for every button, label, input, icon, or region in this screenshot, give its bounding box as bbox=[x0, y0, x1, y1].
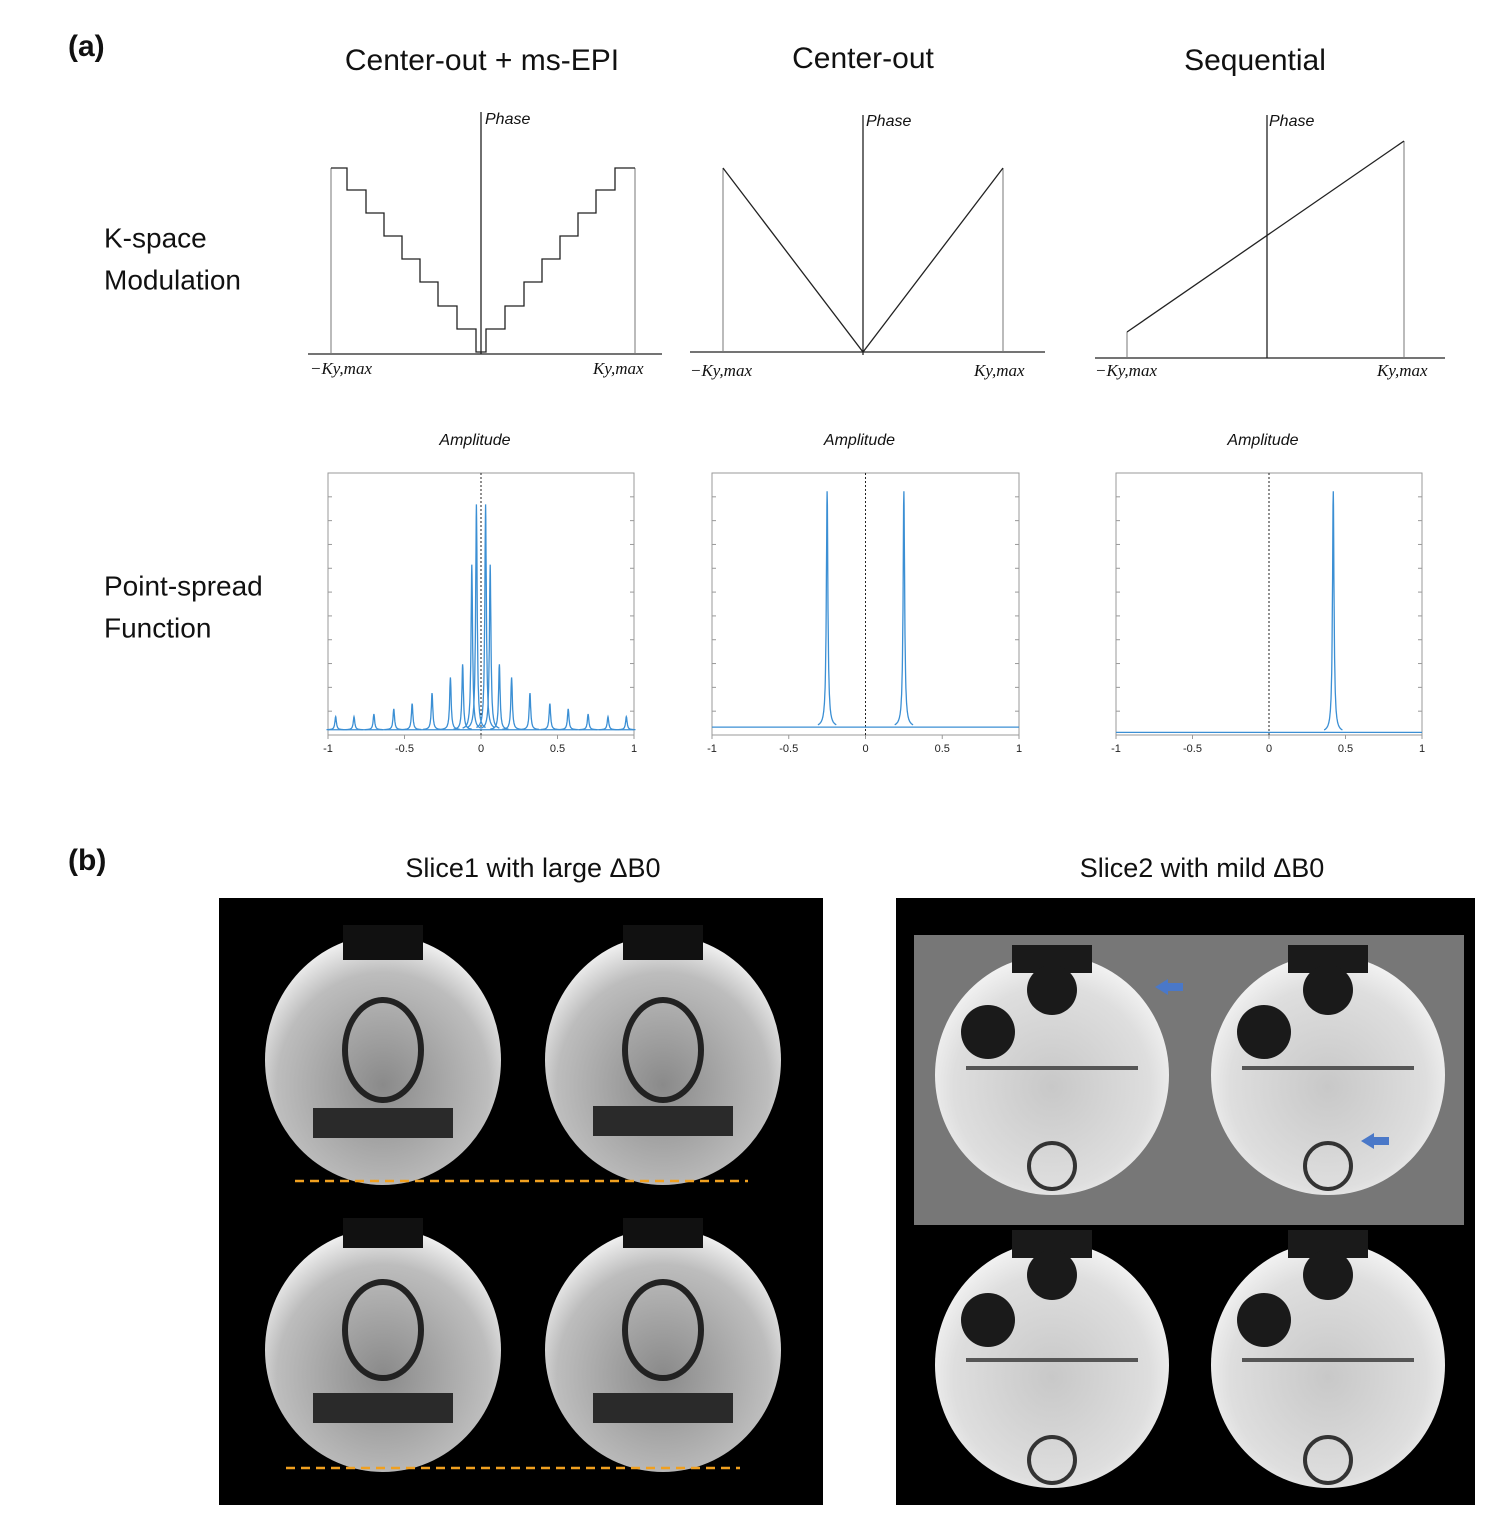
axis-label: Phase bbox=[1269, 113, 1314, 130]
axis-label: −Ky,max bbox=[690, 361, 752, 380]
x-tick-label: 1 bbox=[1419, 743, 1425, 755]
x-tick-label: -0.5 bbox=[779, 743, 798, 755]
plot-frame bbox=[1115, 472, 1423, 736]
psf-peak bbox=[520, 693, 540, 731]
x-tick-label: 1 bbox=[631, 743, 637, 755]
psf-peak bbox=[540, 703, 559, 731]
column-title: Sequential bbox=[1184, 44, 1326, 77]
axis-label: Ky,max bbox=[592, 359, 644, 378]
x-tick-label: 0 bbox=[478, 743, 484, 755]
axis-label: Phase bbox=[485, 111, 530, 128]
x-tick-label: -1 bbox=[323, 743, 333, 755]
psf-peak bbox=[453, 664, 472, 730]
x-tick-label: 0.5 bbox=[550, 743, 565, 755]
psf-peak bbox=[490, 664, 509, 730]
x-tick-label: -0.5 bbox=[1183, 743, 1202, 755]
psf-peak bbox=[502, 677, 521, 730]
psf-peak bbox=[422, 693, 442, 731]
psf-peak bbox=[466, 504, 486, 729]
mri-image bbox=[896, 898, 1475, 1505]
x-tick-label: 0 bbox=[1266, 743, 1272, 755]
axis-label: Amplitude bbox=[438, 432, 510, 449]
kspace-diagram: Phase −Ky,max Ky,max bbox=[308, 111, 662, 378]
psf-peak bbox=[344, 714, 364, 731]
column-title: Center-out + ms-EPI bbox=[345, 44, 619, 77]
panel-label: (a) bbox=[68, 30, 105, 63]
axis-label: Amplitude bbox=[823, 432, 895, 449]
psf-peak bbox=[1323, 491, 1343, 731]
row-label: Point-spread bbox=[104, 570, 263, 601]
psf-plots: Amplitude -1 -0.5 0 0.5 1 Amplitude -1 -0.5 0 0.5 1… bbox=[323, 432, 1425, 755]
axis-label: −Ky,max bbox=[1095, 361, 1157, 380]
row-label: Function bbox=[104, 612, 211, 643]
psf-peak bbox=[817, 491, 837, 726]
psf-peak bbox=[558, 708, 578, 731]
axis-label: Phase bbox=[866, 113, 911, 130]
image-title: Slice2 with mild ΔB0 bbox=[1080, 853, 1325, 883]
kspace-diagram: Phase −Ky,max Ky,max bbox=[1095, 113, 1445, 380]
x-tick-label: 0.5 bbox=[1338, 743, 1353, 755]
axis-label: −Ky,max bbox=[310, 359, 372, 378]
x-tick-label: 1 bbox=[1016, 743, 1022, 755]
psf-peak bbox=[894, 491, 914, 726]
plot-frame bbox=[327, 472, 635, 736]
kspace-diagram: Phase −Ky,max Ky,max bbox=[690, 113, 1045, 380]
column-title: Center-out bbox=[792, 42, 934, 75]
psf-peak bbox=[598, 714, 618, 731]
x-tick-label: 0 bbox=[862, 743, 868, 755]
psf-peak bbox=[476, 504, 496, 729]
x-tick-label: -0.5 bbox=[395, 743, 414, 755]
row-label: K-space bbox=[104, 222, 207, 253]
axis-label: Amplitude bbox=[1226, 432, 1298, 449]
panel-label: (b) bbox=[68, 844, 106, 877]
x-tick-label: -1 bbox=[1111, 743, 1121, 755]
psf-peak bbox=[326, 714, 345, 731]
psf-peak bbox=[384, 708, 404, 731]
row-label: Modulation bbox=[104, 264, 241, 295]
x-tick-label: 0.5 bbox=[935, 743, 950, 755]
image-title: Slice1 with large ΔB0 bbox=[405, 853, 660, 883]
plot-frame bbox=[711, 472, 1020, 736]
x-tick-label: -1 bbox=[707, 743, 717, 755]
psf-peak bbox=[617, 714, 636, 731]
psf-peak bbox=[441, 677, 460, 730]
psf-peak bbox=[364, 713, 384, 731]
psf-peak bbox=[403, 703, 422, 731]
axis-label: Ky,max bbox=[1376, 361, 1428, 380]
axis-label: Ky,max bbox=[973, 361, 1025, 380]
psf-peak bbox=[578, 713, 598, 731]
mri-image bbox=[219, 898, 823, 1505]
